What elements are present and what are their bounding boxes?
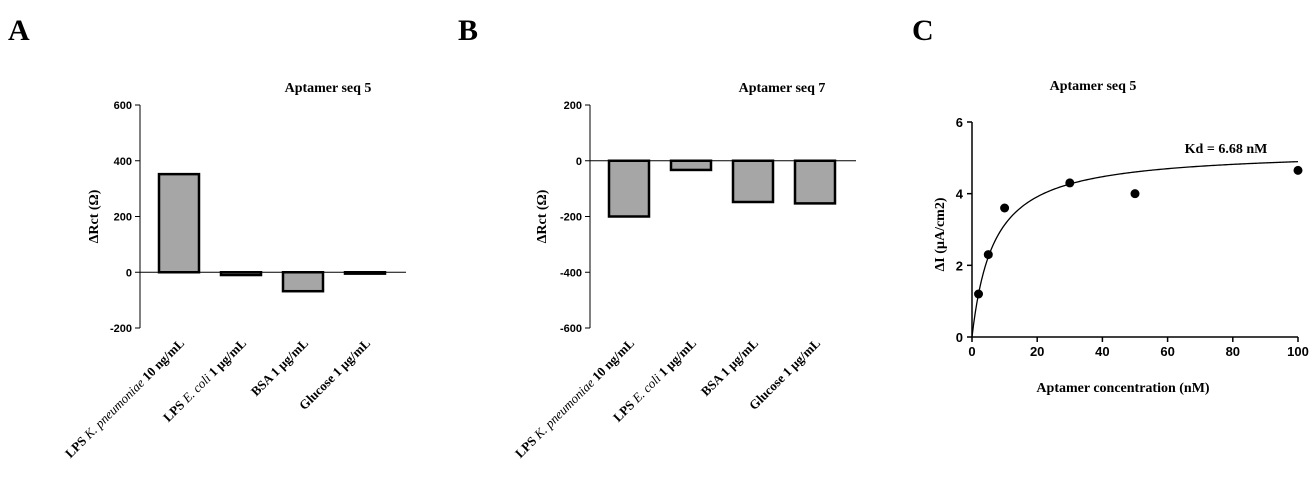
chart-b-y-tick-label-2: -200 [560,212,582,224]
chart-a-bar-0 [157,172,201,274]
chart-c-x-tick-label-0: 0 [968,344,975,359]
chart-a-y-tick-label-4: -200 [110,323,132,335]
chart-a-bar-1 [219,271,263,277]
chart-b-y-tick-label-0: 200 [564,100,582,112]
chart-c-x-tick-label-4: 80 [1226,344,1240,359]
panel-label-a: A [8,14,30,47]
chart-c-title: Aptamer seq 5 [1050,79,1137,94]
chart-a-category-label-1-part-2: 1 µg/mL [203,335,249,381]
chart-b-category-label-0-part-2: 10 ng/mL [587,335,638,386]
chart-c-fit-curve [971,161,1299,338]
chart-c-y-tick-label-3: 6 [956,115,963,130]
chart-c-x-tick-label-3: 60 [1160,344,1174,359]
chart-a-category-label-0-part-2: 10 ng/mL [137,335,188,386]
chart-b-bar-0 [607,159,651,218]
chart-c-y-tick-label-2: 4 [956,187,964,202]
chart-c-point-5 [1293,165,1303,175]
chart-a-category-label-2: BSA 1 µg/mL [248,335,312,399]
chart-a: 600 400 200 0 -200 Aptamer seq 5 ΔRct (Ω) LPS K… [62,81,406,461]
chart-c-x-tick-label-5: 100 [1287,344,1309,359]
chart-a-y-tick-label-2: 200 [114,212,132,224]
chart-b-y-label: ΔRct (Ω) [535,189,550,243]
chart-a-category-label-2-part-0: BSA 1 µg/mL [248,335,312,399]
chart-b-bar-3 [793,159,837,205]
chart-a-bar-2 [281,271,325,293]
chart-b-category-label-1-part-2: 1 µg/mL [653,335,699,381]
chart-c-point-2 [1000,203,1010,213]
chart-b-category-label-0-part-1: K. pneumoniae [530,375,597,442]
chart-c-point-3 [1065,178,1075,188]
panel-label-b: B [458,14,478,47]
chart-b-bar-2 [731,159,775,204]
chart-c-y-tick-label-1: 2 [956,258,963,273]
chart-b-y-tick-label-1: 0 [576,156,582,168]
chart-b-title: Aptamer seq 7 [739,81,826,96]
chart-a-y-tick-label-0: 600 [114,100,132,112]
chart-c-point-0 [974,289,984,299]
chart-b-category-label-2-part-0: BSA 1 µg/mL [698,335,762,399]
chart-b-bar-1 [669,159,713,172]
chart-a-y-tick-label-3: 0 [126,267,132,279]
chart-c-point-1 [983,250,993,260]
chart-c-x-label: Aptamer concentration (nM) [1036,381,1209,396]
chart-c-point-4 [1130,189,1140,199]
chart-b-y-tick-label-3: -400 [560,267,582,279]
chart-a-category-label-0-part-1: K. pneumoniae [80,375,147,442]
chart-a-y-label: ΔRct (Ω) [87,189,102,243]
chart-c-kd-annotation: Kd = 6.68 nM [1185,142,1268,157]
chart-c-y-label: ΔI (µA/cm2) [933,197,948,271]
chart-a-title: Aptamer seq 5 [285,81,372,96]
panel-label-c: C [912,14,934,47]
chart-a-bar-3 [343,271,387,275]
chart-b-y-tick-label-4: -600 [560,323,582,335]
chart-a-category-label-0: LPS K. pneumoniae 10 ng/mL [62,335,187,460]
chart-a-y-tick-label-1: 400 [114,156,132,168]
chart-c-x-tick-label-1: 20 [1030,344,1044,359]
chart-c-x-tick-label-2: 40 [1095,344,1109,359]
chart-c-y-tick-label-0: 0 [956,330,963,345]
chart-b-category-label-0: LPS K. pneumoniae 10 ng/mL [512,335,637,460]
chart-b: 200 0 -200 -400 -600 Aptamer seq 7 ΔRct (Ω) LPS… [512,81,856,461]
chart-b-category-label-2: BSA 1 µg/mL [698,335,762,399]
